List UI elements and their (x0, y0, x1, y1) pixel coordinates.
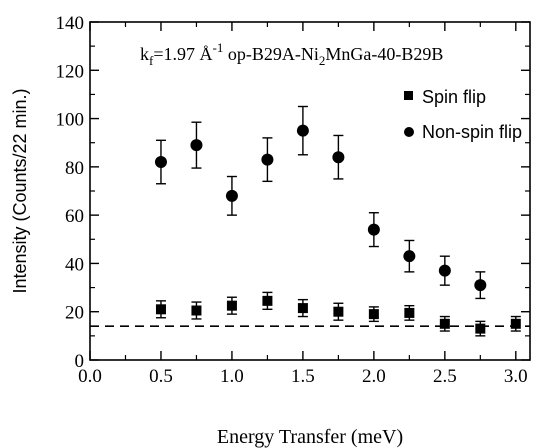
x-axis-label: Energy Transfer (meV) (217, 426, 403, 448)
kf-value: =1.97 Å (153, 44, 212, 64)
data-point-non-spin-flip (261, 153, 274, 166)
data-point-non-spin-flip (154, 156, 167, 169)
data-point-non-spin-flip (438, 264, 451, 277)
y-tick-label: 100 (56, 110, 85, 131)
legend-label-spin-flip: Spin flip (422, 87, 486, 107)
sample-prefix: op-B29A-Ni (223, 44, 319, 64)
data-point-non-spin-flip (225, 189, 238, 202)
data-point-non-spin-flip (332, 151, 345, 164)
data-point-spin-flip (191, 305, 202, 316)
sample-subscript: 2 (319, 53, 326, 68)
data-point-spin-flip (404, 307, 415, 318)
data-point-spin-flip (510, 318, 521, 329)
sample-suffix: MnGa-40-B29B (325, 44, 443, 64)
legend-label-non-spin-flip: Non-spin flip (422, 122, 522, 142)
data-point-spin-flip (368, 309, 379, 320)
y-tick-label: 60 (65, 206, 84, 227)
tick-labels: 0.0 0.5 1.0 1.5 2.0 2.5 3.0 0 20 40 60 80 100 120 140 (56, 13, 528, 387)
y-tick-label: 140 (56, 13, 85, 34)
data-point-non-spin-flip (403, 250, 416, 263)
kf-prefix: k (140, 44, 149, 64)
data-point-spin-flip (226, 300, 237, 311)
x-tick-label: 2.0 (362, 366, 386, 387)
data-point-non-spin-flip (296, 124, 309, 137)
y-tick-label: 40 (65, 254, 84, 275)
kf-exponent: -1 (213, 40, 224, 55)
x-tick-label: 3.0 (504, 366, 528, 387)
data-point-spin-flip (475, 323, 486, 334)
y-axis-label: Intensity (Counts/22 min.) (10, 88, 30, 293)
data-point-non-spin-flip (474, 279, 487, 292)
data-point-spin-flip (155, 304, 166, 315)
y-tick-label: 0 (75, 351, 85, 372)
data-point-spin-flip (333, 306, 344, 317)
axis-ticks (89, 21, 530, 361)
x-tick-label: 2.5 (433, 366, 457, 387)
data-point-spin-flip (297, 303, 308, 314)
x-tick-label: 1.5 (291, 366, 315, 387)
data-point-non-spin-flip (367, 223, 380, 236)
kf-subscript: f (149, 53, 154, 68)
data-point-spin-flip (439, 318, 450, 329)
y-tick-label: 120 (56, 61, 85, 82)
legend: Spin flip Non-spin flip (404, 87, 522, 142)
legend-marker-non-spin-flip (404, 127, 414, 137)
y-tick-label: 20 (65, 303, 84, 324)
y-tick-label: 80 (65, 158, 84, 179)
annotation-text: kf=1.97 Å-1 op-B29A-Ni2MnGa-40-B29B (140, 40, 443, 68)
x-tick-label: 1.0 (220, 366, 244, 387)
legend-marker-spin-flip (404, 91, 413, 100)
x-tick-label: 0.5 (149, 366, 173, 387)
data-point-non-spin-flip (190, 139, 203, 152)
data-point-spin-flip (262, 295, 273, 306)
x-tick-label: 0.0 (78, 366, 102, 387)
data-marks (154, 105, 521, 337)
